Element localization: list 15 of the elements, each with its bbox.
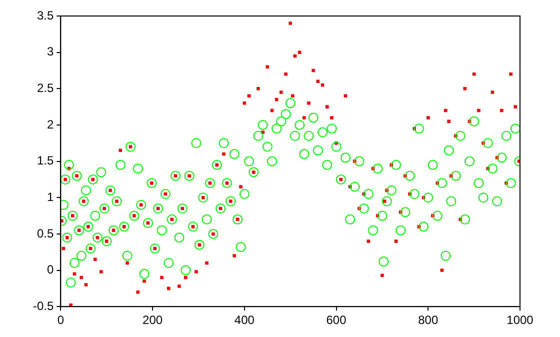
- x-tick-label: 800: [418, 313, 438, 328]
- x-tick-label: 1000: [506, 313, 534, 328]
- x-tick-label: 600: [326, 313, 347, 328]
- x-tick-label: 0: [57, 313, 64, 328]
- y-tick-label: -0.5: [32, 298, 54, 313]
- y-tick-label: 3: [46, 44, 54, 59]
- y-tick-label: 0: [46, 262, 54, 277]
- y-tick-label: 1: [46, 190, 54, 204]
- x-tick-label: 200: [142, 313, 163, 328]
- y-tick-label: 2.5: [36, 80, 54, 95]
- y-tick-label: 0.5: [36, 226, 54, 240]
- x-tick-label: 400: [234, 313, 255, 328]
- y-tick-label: 3.5: [36, 8, 54, 22]
- y-tick-label: 2: [46, 117, 54, 132]
- y-tick-label: 1.5: [36, 154, 54, 168]
